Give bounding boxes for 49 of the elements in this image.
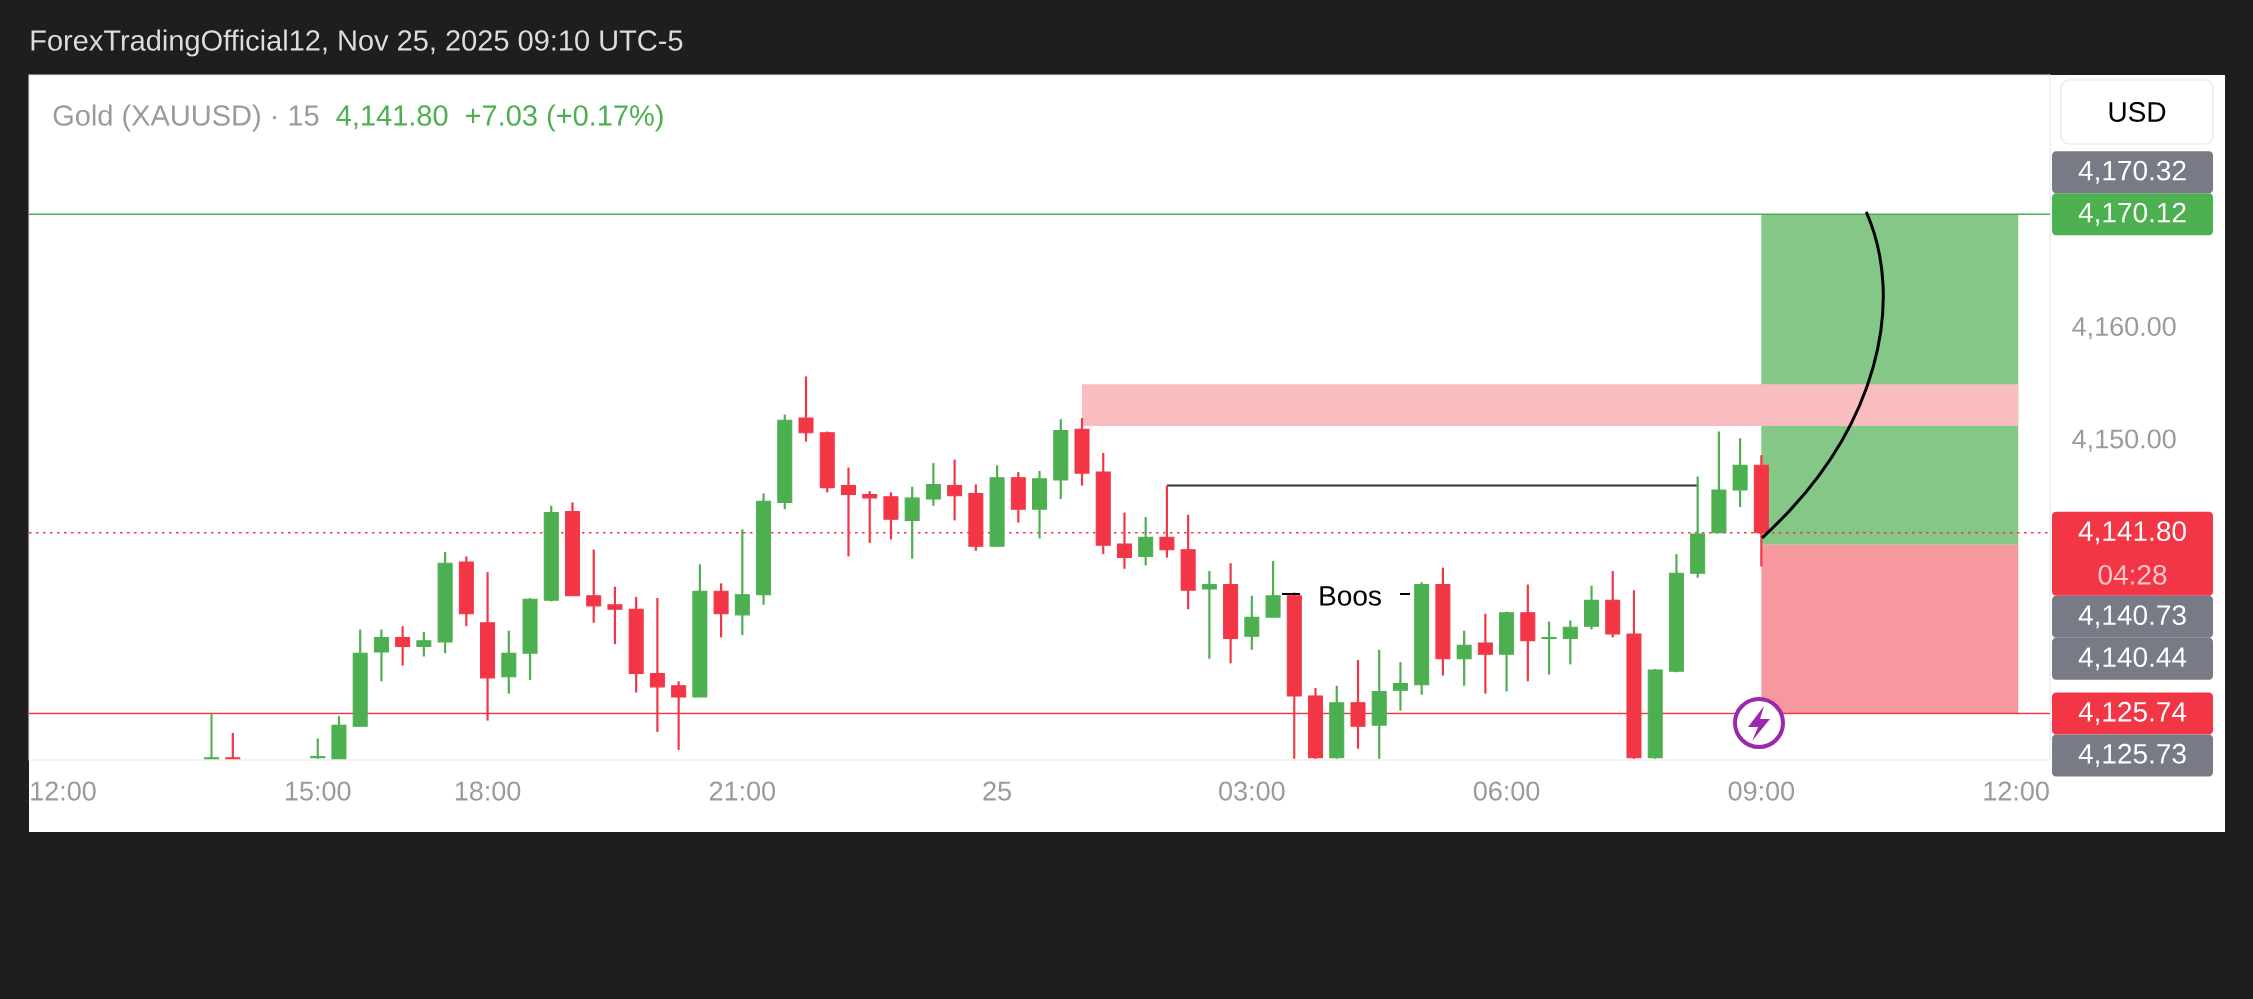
candlestick bbox=[947, 458, 963, 522]
x-tick-label: 25 bbox=[983, 781, 1011, 801]
x-tick-label: 03:00 bbox=[1219, 781, 1285, 801]
text: 4,170.32 bbox=[2078, 160, 2186, 184]
x-tick-label: 18:00 bbox=[455, 781, 521, 801]
candlestick bbox=[204, 711, 220, 760]
ref-line-label: 4,141.80 bbox=[2078, 521, 2186, 545]
candlestick bbox=[1138, 515, 1154, 567]
candlestick bbox=[1201, 569, 1217, 660]
x-tick-label: 09:00 bbox=[1728, 781, 1795, 801]
text: USD bbox=[2109, 102, 2166, 122]
x-tick-label: 06:00 bbox=[1473, 781, 1540, 801]
text: 04:28 bbox=[2098, 564, 2167, 585]
text: 4,140.73 bbox=[2078, 605, 2186, 629]
candlestick bbox=[713, 582, 729, 639]
text: 4,140.44 bbox=[2078, 647, 2187, 671]
candlestick bbox=[1562, 619, 1578, 666]
annotation: +7.03 (+0.17%) bbox=[466, 104, 663, 132]
candlestick bbox=[1392, 661, 1408, 712]
candlestick bbox=[925, 461, 941, 507]
text: Gold (XAUUSD) · 15 bbox=[53, 104, 319, 132]
text: 4,125.73 bbox=[2078, 743, 2186, 767]
candlestick bbox=[501, 629, 517, 695]
x-tick-label: 15:00 bbox=[286, 781, 351, 801]
candlestick bbox=[904, 485, 920, 560]
candlestick bbox=[1477, 612, 1493, 695]
candlestick bbox=[1541, 620, 1557, 676]
candlestick bbox=[1456, 629, 1472, 687]
candlestick bbox=[225, 731, 241, 760]
candlestick bbox=[1244, 594, 1260, 651]
annotation: 4,141.80 bbox=[336, 105, 448, 130]
annotation: Boos bbox=[1320, 586, 1381, 606]
y-tick-label: 4,160.00 bbox=[2072, 316, 2176, 340]
ref-line-label: 4,170.12 bbox=[2078, 202, 2186, 226]
candlestick bbox=[798, 375, 814, 443]
candlestick bbox=[607, 585, 623, 646]
y-tick-label: 4,150.00 bbox=[2072, 429, 2176, 452]
chart-title: ForexTradingOfficial12, Nov 25, 2025 09:10 UTC-5 bbox=[31, 29, 683, 57]
candlestick bbox=[416, 630, 432, 658]
x-tick-label: 12:00 bbox=[1984, 781, 2049, 801]
candlestick bbox=[1265, 559, 1281, 619]
x-tick-label: 12:00 bbox=[31, 781, 96, 801]
ref-line-label: 4,125.74 bbox=[2078, 701, 2187, 725]
candlestick bbox=[373, 628, 389, 683]
candlestick bbox=[586, 548, 602, 624]
candlestick bbox=[734, 528, 750, 637]
candlestick bbox=[395, 625, 411, 667]
x-tick-label: 21:00 bbox=[709, 781, 776, 801]
candlestick bbox=[310, 737, 326, 760]
